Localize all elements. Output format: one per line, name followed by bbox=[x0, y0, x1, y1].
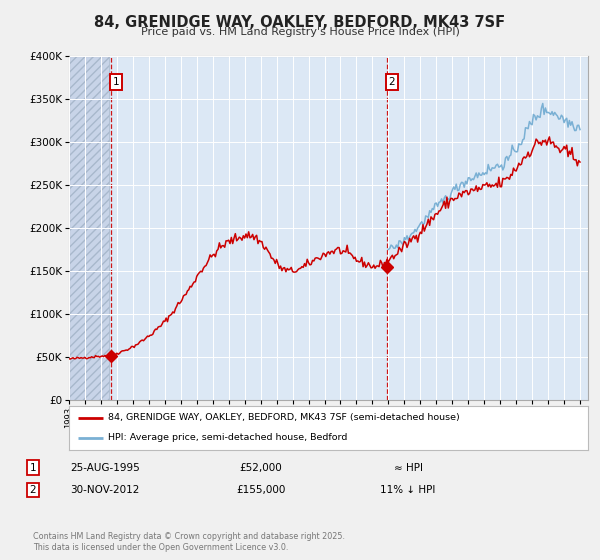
Text: 11% ↓ HPI: 11% ↓ HPI bbox=[380, 485, 436, 495]
Text: 25-AUG-1995: 25-AUG-1995 bbox=[70, 463, 140, 473]
Text: Price paid vs. HM Land Registry's House Price Index (HPI): Price paid vs. HM Land Registry's House … bbox=[140, 27, 460, 37]
Text: 1: 1 bbox=[113, 77, 119, 87]
Text: 30-NOV-2012: 30-NOV-2012 bbox=[70, 485, 140, 495]
Text: £155,000: £155,000 bbox=[236, 485, 286, 495]
Text: 1: 1 bbox=[29, 463, 37, 473]
Text: Contains HM Land Registry data © Crown copyright and database right 2025.
This d: Contains HM Land Registry data © Crown c… bbox=[33, 532, 345, 552]
Text: 2: 2 bbox=[389, 77, 395, 87]
Text: HPI: Average price, semi-detached house, Bedford: HPI: Average price, semi-detached house,… bbox=[108, 433, 347, 442]
Text: £52,000: £52,000 bbox=[239, 463, 283, 473]
Text: ≈ HPI: ≈ HPI bbox=[394, 463, 422, 473]
Bar bbox=[69, 56, 109, 400]
Text: 2: 2 bbox=[29, 485, 37, 495]
Text: 84, GRENIDGE WAY, OAKLEY, BEDFORD, MK43 7SF (semi-detached house): 84, GRENIDGE WAY, OAKLEY, BEDFORD, MK43 … bbox=[108, 413, 460, 422]
Text: 84, GRENIDGE WAY, OAKLEY, BEDFORD, MK43 7SF: 84, GRENIDGE WAY, OAKLEY, BEDFORD, MK43 … bbox=[94, 15, 506, 30]
